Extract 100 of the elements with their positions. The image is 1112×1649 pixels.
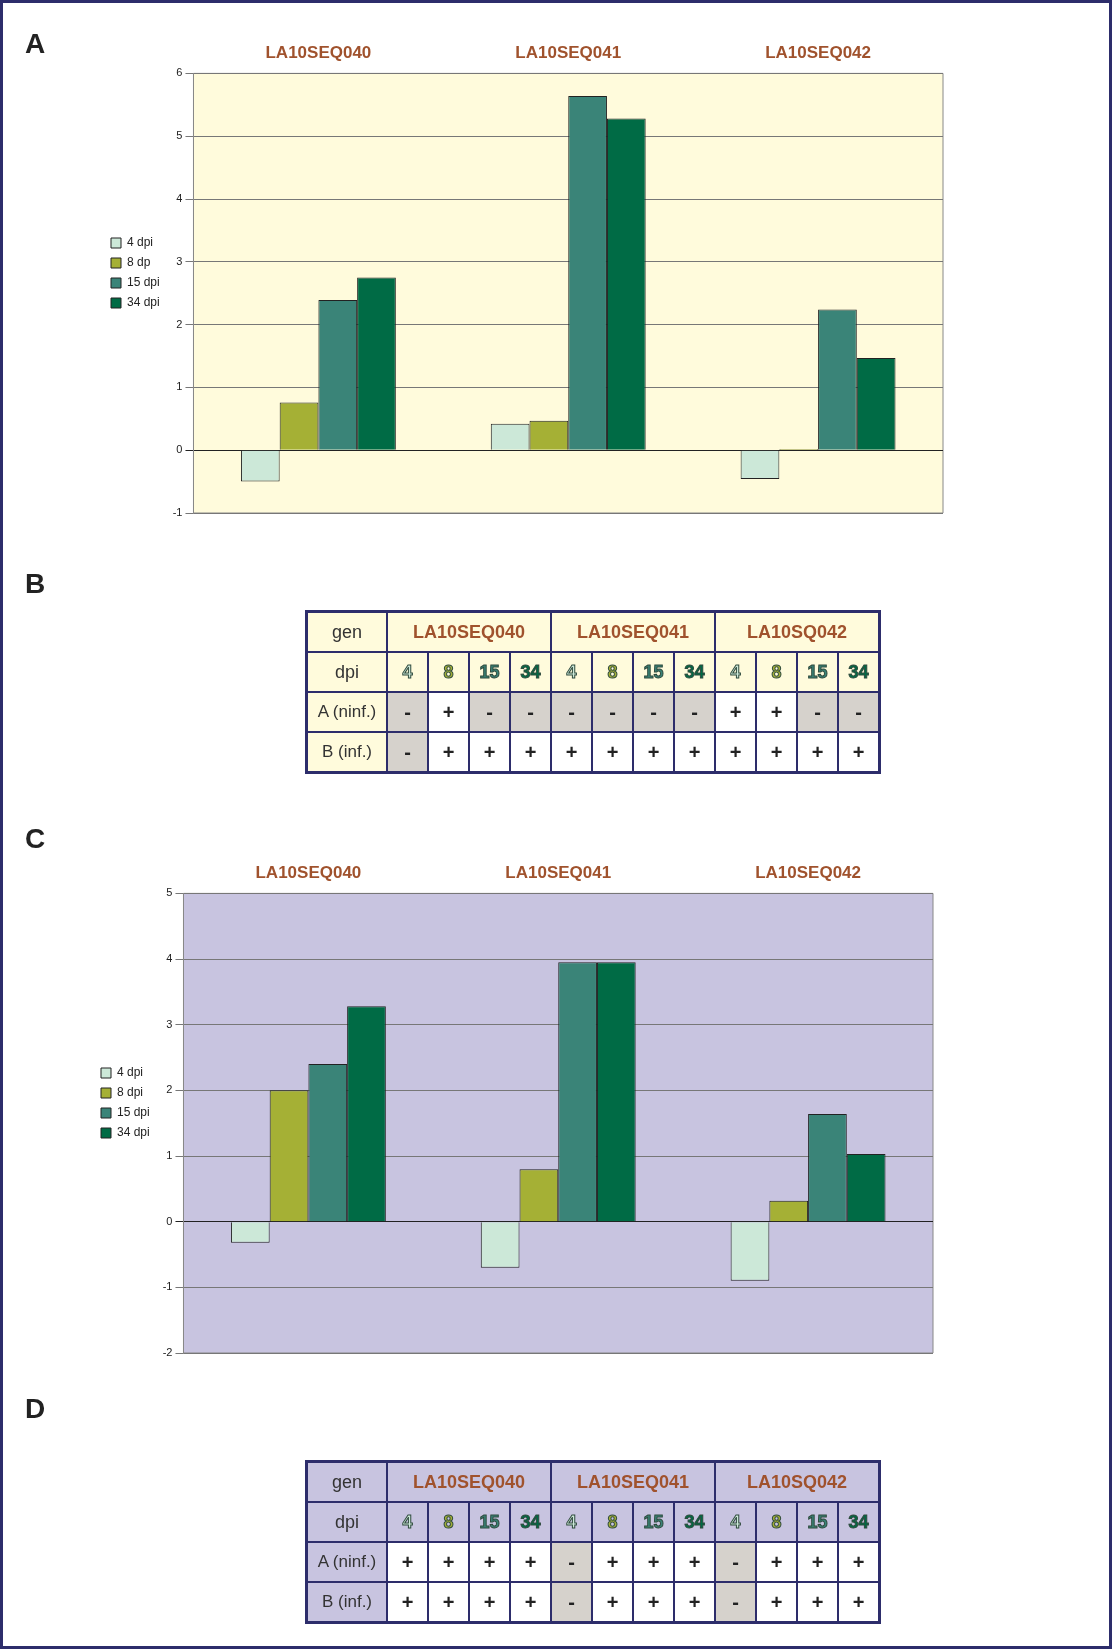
text: + xyxy=(811,740,824,763)
category-label: 15 xyxy=(633,1502,674,1542)
text: + xyxy=(524,1550,537,1573)
text: LA10SEQ040 xyxy=(387,1461,551,1502)
category-label: 8 xyxy=(592,1502,633,1542)
text: + xyxy=(606,1590,619,1613)
text: dpi xyxy=(306,652,387,692)
text: + xyxy=(852,1590,865,1613)
text: + xyxy=(483,1550,496,1573)
text: + xyxy=(401,1550,414,1573)
category-label: 4 xyxy=(715,652,756,692)
text: - xyxy=(404,740,411,763)
y-tick-label: 6 xyxy=(176,66,183,79)
legend-label: 34 dpi xyxy=(127,295,160,310)
text: + xyxy=(647,740,660,763)
y-tick-label: 1 xyxy=(166,1149,173,1162)
category-label: A (ninf.) xyxy=(317,702,377,721)
text: + xyxy=(442,740,455,763)
category-label: 8 xyxy=(756,1502,797,1542)
text: + xyxy=(770,1590,783,1613)
legend-label: 15 dpi xyxy=(127,275,160,290)
text: - xyxy=(568,1590,575,1613)
text: gen xyxy=(306,1461,387,1502)
category-label: A (ninf.) xyxy=(317,1552,377,1571)
text: + xyxy=(811,1550,824,1573)
text: - xyxy=(732,1550,739,1573)
text: - xyxy=(404,700,411,723)
y-tick-label: 3 xyxy=(176,254,183,267)
text: + xyxy=(442,700,455,723)
category-label: B (inf.) xyxy=(321,1592,373,1611)
text: + xyxy=(688,1590,701,1613)
category-label: 4 xyxy=(387,652,428,692)
text: - xyxy=(609,700,616,723)
y-tick-label: 2 xyxy=(176,317,183,330)
category-label: 15 xyxy=(469,652,510,692)
y-tick-label: 0 xyxy=(166,1214,173,1227)
x-tick-label: LA10SEQ041 xyxy=(515,42,622,62)
text: + xyxy=(483,1590,496,1613)
legend-label: 15 dpi xyxy=(117,1105,150,1120)
category-label: 34 xyxy=(510,652,551,692)
category-label: 8 xyxy=(592,652,633,692)
category-label: 34 xyxy=(674,1502,715,1542)
text: + xyxy=(852,740,865,763)
text: LA10SEQ040 xyxy=(387,611,551,652)
category-label: 34 xyxy=(674,652,715,692)
category-label: B (inf.) xyxy=(321,742,373,761)
y-tick-label: 0 xyxy=(176,443,183,456)
text: B xyxy=(25,568,46,600)
text: + xyxy=(770,700,783,723)
text: gen xyxy=(306,611,387,652)
text: - xyxy=(486,700,493,723)
y-tick-label: 3 xyxy=(166,1017,173,1030)
text: + xyxy=(811,1590,824,1613)
category-label: 4 xyxy=(551,1502,592,1542)
text: + xyxy=(852,1550,865,1573)
x-tick-label: LA10SEQ040 xyxy=(265,42,372,62)
text: + xyxy=(729,740,742,763)
text: - xyxy=(691,700,698,723)
category-label: 8 xyxy=(428,652,469,692)
text: + xyxy=(442,1550,455,1573)
category-label: 8 xyxy=(756,652,797,692)
text: + xyxy=(647,1550,660,1573)
y-tick-label: -1 xyxy=(172,506,183,519)
text: - xyxy=(855,700,862,723)
chart-title: A xyxy=(25,28,46,60)
text: D xyxy=(25,1393,46,1425)
y-tick-label: -1 xyxy=(162,1280,173,1293)
text: + xyxy=(606,1550,619,1573)
category-label: 15 xyxy=(633,652,674,692)
y-tick-label: 4 xyxy=(176,192,183,205)
text: + xyxy=(524,740,537,763)
text: + xyxy=(688,740,701,763)
text: - xyxy=(527,700,534,723)
text: + xyxy=(770,1550,783,1573)
text: dpi xyxy=(306,1502,387,1542)
y-tick-label: 4 xyxy=(166,952,173,965)
text: + xyxy=(442,1590,455,1613)
category-label: 4 xyxy=(551,652,592,692)
category-label: 34 xyxy=(510,1502,551,1542)
text: - xyxy=(814,700,821,723)
category-label: 15 xyxy=(469,1502,510,1542)
text: LA10SQ042 xyxy=(715,611,880,652)
legend-label: 4 dpi xyxy=(127,235,154,250)
chart-title: C xyxy=(25,823,46,855)
text: + xyxy=(647,1590,660,1613)
category-label: 34 xyxy=(838,652,880,692)
category-label: 15 xyxy=(797,652,838,692)
text: - xyxy=(650,700,657,723)
x-tick-label: LA10SEQ042 xyxy=(755,862,861,882)
y-tick-label: -2 xyxy=(162,1346,173,1359)
legend-label: 8 dpi xyxy=(117,1085,144,1100)
text: LA10SQ042 xyxy=(715,1461,880,1502)
text: - xyxy=(732,1590,739,1613)
legend-label: 34 dpi xyxy=(117,1125,150,1140)
y-tick-label: 1 xyxy=(176,380,183,393)
text: + xyxy=(565,740,578,763)
y-tick-label: 2 xyxy=(166,1083,173,1096)
text: + xyxy=(688,1550,701,1573)
x-tick-label: LA10SEQ041 xyxy=(505,862,612,882)
legend-label: 4 dpi xyxy=(117,1065,144,1080)
